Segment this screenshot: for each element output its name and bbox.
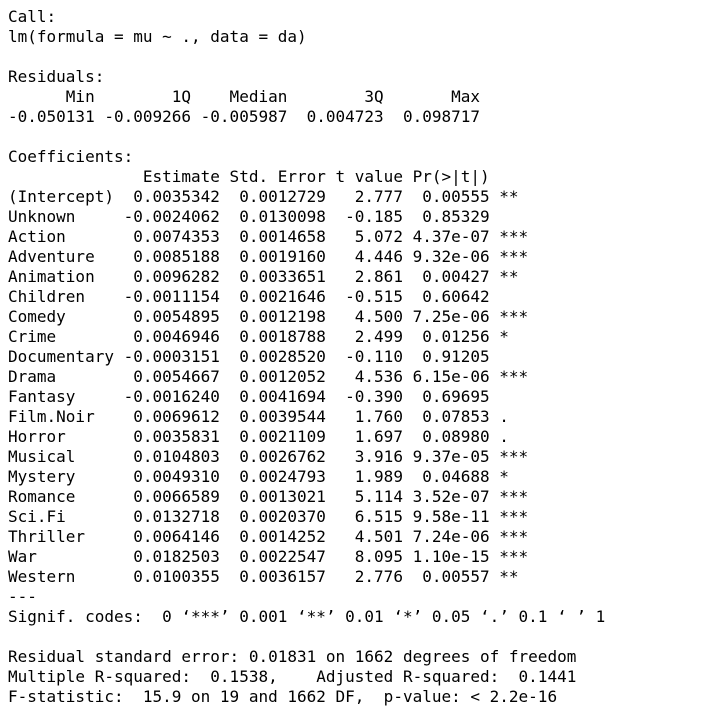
coefficient-row: Thriller 0.0064146 0.0014252 4.501 7.24e… [8,527,529,546]
blank-line [8,47,708,67]
residuals-header: Residuals: [8,67,105,86]
blank-line [8,627,708,647]
coefficient-row: Fantasy -0.0016240 0.0041694 -0.390 0.69… [8,387,529,406]
residuals-labels: Min 1Q Median 3Q Max [8,87,490,106]
coefficient-row: Mystery 0.0049310 0.0024793 1.989 0.0468… [8,467,529,486]
call-formula: lm(formula = mu ~ ., data = da) [8,27,307,46]
f-statistic: F-statistic: 15.9 on 19 and 1662 DF, p-v… [8,687,558,706]
coefficient-row: Horror 0.0035831 0.0021109 1.697 0.08980… [8,427,529,446]
call-header: Call: [8,7,57,26]
coefficient-row: Action 0.0074353 0.0014658 5.072 4.37e-0… [8,227,529,246]
blank-line [8,127,708,147]
coefficient-row: Western 0.0100355 0.0036157 2.776 0.0055… [8,567,529,586]
coefficient-row: Film.Noir 0.0069612 0.0039544 1.760 0.07… [8,407,529,426]
coefficient-row: (Intercept) 0.0035342 0.0012729 2.777 0.… [8,187,529,206]
residual-standard-error: Residual standard error: 0.01831 on 1662… [8,647,577,666]
coefficient-row: Adventure 0.0085188 0.0019160 4.446 9.32… [8,247,529,266]
coefficients-table: (Intercept) 0.0035342 0.0012729 2.777 0.… [8,187,708,587]
residuals-values: -0.050131 -0.009266 -0.005987 0.004723 0… [8,107,490,126]
coefficient-row: War 0.0182503 0.0022547 8.095 1.10e-15 *… [8,547,529,566]
coefficient-row: Romance 0.0066589 0.0013021 5.114 3.52e-… [8,487,529,506]
signif-codes: Signif. codes: 0 ‘***’ 0.001 ‘**’ 0.01 ‘… [8,607,606,626]
coefficients-column-header: Estimate Std. Error t value Pr(>|t|) [8,167,529,186]
coefficient-row: Comedy 0.0054895 0.0012198 4.500 7.25e-0… [8,307,529,326]
r-squared: Multiple R-squared: 0.1538, Adjusted R-s… [8,667,586,686]
coefficient-row: Children -0.0011154 0.0021646 -0.515 0.6… [8,287,529,306]
separator: --- [8,587,37,606]
coefficient-row: Crime 0.0046946 0.0018788 2.499 0.01256 … [8,327,529,346]
coefficient-row: Animation 0.0096282 0.0033651 2.861 0.00… [8,267,529,286]
coefficient-row: Drama 0.0054667 0.0012052 4.536 6.15e-06… [8,367,529,386]
coefficient-row: Unknown -0.0024062 0.0130098 -0.185 0.85… [8,207,529,226]
coefficient-row: Documentary -0.0003151 0.0028520 -0.110 … [8,347,529,366]
coefficient-row: Musical 0.0104803 0.0026762 3.916 9.37e-… [8,447,529,466]
coefficients-header: Coefficients: [8,147,134,166]
coefficient-row: Sci.Fi 0.0132718 0.0020370 6.515 9.58e-1… [8,507,529,526]
